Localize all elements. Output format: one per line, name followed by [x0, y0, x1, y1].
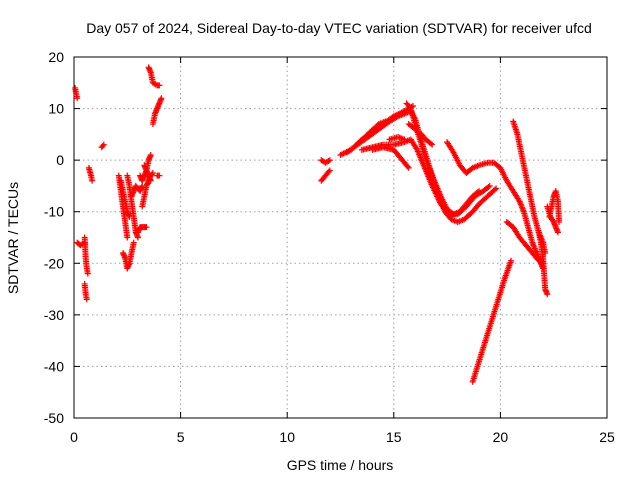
- x-tick-label: 0: [70, 429, 78, 445]
- y-tick-label: 0: [56, 152, 64, 168]
- data-point-marker: [325, 168, 332, 175]
- data-track: [405, 121, 436, 148]
- y-tick-label: -10: [44, 204, 64, 220]
- data-point-marker: [406, 104, 413, 111]
- data-point-marker: [401, 136, 408, 143]
- data-point-marker: [326, 167, 333, 174]
- data-track: [141, 162, 154, 184]
- ticks: 0 5 10 15 20 25 -50 -40 -30 -20 -10 0 10 20: [44, 49, 615, 445]
- data-point-marker: [89, 177, 96, 184]
- data-point-marker: [99, 142, 106, 149]
- data-point-marker: [493, 185, 500, 192]
- data-point-marker: [147, 151, 154, 158]
- data-point-marker: [476, 188, 483, 195]
- data-points: [72, 64, 563, 385]
- data-point-marker: [405, 164, 412, 171]
- x-tick-label: 5: [177, 429, 185, 445]
- y-tick-label: 20: [48, 49, 64, 65]
- x-axis-label: GPS time / hours: [287, 457, 394, 473]
- data-point-marker: [382, 118, 389, 125]
- data-point-marker: [156, 172, 163, 179]
- data-point-marker: [491, 186, 498, 193]
- data-point-marker: [130, 239, 137, 246]
- data-point-marker: [149, 170, 156, 177]
- data-track: [98, 141, 107, 151]
- y-tick-label: -50: [44, 410, 64, 426]
- y-tick-label: -30: [44, 307, 64, 323]
- y-axis-label: SDTVAR / TECUs: [5, 182, 21, 294]
- x-tick-label: 25: [599, 429, 615, 445]
- data-point-marker: [74, 95, 81, 102]
- data-point-marker: [485, 183, 492, 190]
- data-track: [72, 84, 81, 102]
- data-track: [469, 257, 515, 385]
- data-point-marker: [474, 189, 481, 196]
- data-track: [145, 64, 163, 89]
- data-track: [546, 188, 563, 226]
- data-point-marker: [404, 163, 411, 170]
- data-track: [503, 219, 547, 267]
- gridlines: [74, 57, 607, 418]
- data-point-marker: [134, 234, 141, 241]
- data-track: [369, 144, 412, 171]
- data-track: [120, 239, 137, 272]
- data-point-marker: [100, 141, 107, 148]
- data-point-marker: [508, 257, 515, 264]
- data-track: [444, 139, 547, 272]
- data-point-marker: [158, 95, 165, 102]
- data-point-marker: [554, 229, 561, 236]
- data-point-marker: [147, 177, 154, 184]
- data-track: [154, 172, 163, 179]
- data-track: [356, 118, 389, 146]
- data-point-marker: [486, 182, 493, 189]
- data-track: [81, 234, 91, 277]
- data-point-marker: [544, 291, 551, 298]
- data-track: [128, 182, 146, 200]
- data-point-marker: [556, 219, 563, 226]
- x-tick-label: 20: [493, 429, 509, 445]
- data-track: [81, 280, 90, 303]
- x-tick-label: 15: [386, 429, 402, 445]
- plot-frame: [73, 56, 608, 419]
- data-track: [386, 133, 408, 143]
- y-tick-label: -40: [44, 358, 64, 374]
- data-track: [535, 229, 551, 298]
- data-track: [85, 164, 96, 184]
- data-point-marker: [326, 157, 333, 164]
- y-tick-label: -20: [44, 255, 64, 271]
- data-point-marker: [84, 270, 91, 277]
- data-track: [134, 224, 150, 236]
- data-track: [318, 157, 333, 166]
- data-point-marker: [427, 140, 434, 147]
- data-track: [117, 177, 133, 220]
- data-track: [149, 95, 165, 128]
- data-point-marker: [429, 141, 436, 148]
- data-track: [318, 167, 333, 184]
- data-point-marker: [156, 82, 163, 89]
- data-point-marker: [124, 234, 131, 241]
- data-point-marker: [83, 296, 90, 303]
- chart-title: Day 057 of 2024, Sidereal Day-to-day VTE…: [86, 20, 592, 36]
- y-tick-label: 10: [48, 101, 64, 117]
- x-tick-label: 10: [279, 429, 295, 445]
- data-point-marker: [143, 224, 150, 231]
